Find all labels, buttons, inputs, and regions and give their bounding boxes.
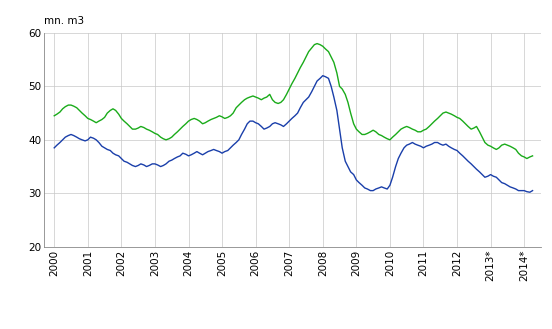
Påbörjade nybyggnader bbox=[205, 150, 211, 154]
Påbörjade nybyggnader bbox=[51, 146, 57, 150]
Beviljade bygglov bbox=[51, 114, 57, 118]
Line: Påbörjade nybyggnader: Påbörjade nybyggnader bbox=[54, 76, 533, 192]
Beviljade bygglov bbox=[314, 41, 320, 45]
Beviljade bygglov bbox=[529, 154, 536, 158]
Beviljade bygglov bbox=[523, 157, 530, 161]
Beviljade bygglov bbox=[336, 84, 343, 88]
Påbörjade nybyggnader bbox=[191, 151, 198, 155]
Påbörjade nybyggnader bbox=[336, 127, 343, 131]
Påbörjade nybyggnader bbox=[529, 189, 536, 192]
Påbörjade nybyggnader bbox=[305, 95, 312, 99]
Påbörjade nybyggnader bbox=[267, 124, 273, 128]
Beviljade bygglov bbox=[267, 92, 273, 96]
Påbörjade nybyggnader bbox=[320, 74, 326, 78]
Text: mn. m3: mn. m3 bbox=[44, 16, 84, 26]
Påbörjade nybyggnader bbox=[87, 135, 94, 139]
Beviljade bygglov bbox=[191, 116, 198, 120]
Påbörjade nybyggnader bbox=[527, 190, 533, 194]
Beviljade bygglov bbox=[205, 119, 211, 123]
Beviljade bygglov bbox=[87, 117, 94, 121]
Beviljade bygglov bbox=[305, 50, 312, 54]
Line: Beviljade bygglov: Beviljade bygglov bbox=[54, 43, 533, 159]
